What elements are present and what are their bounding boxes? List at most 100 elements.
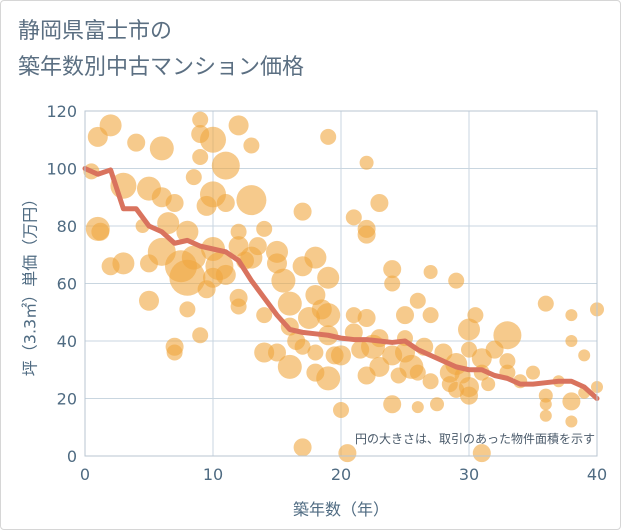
bubble-point bbox=[499, 353, 516, 370]
bubble-point bbox=[338, 444, 357, 463]
chart-title: 静岡県富士市の 築年数別中古マンション価格 bbox=[18, 14, 304, 86]
bubble-point bbox=[112, 252, 135, 275]
bubble-point bbox=[317, 266, 340, 289]
bubble-point bbox=[345, 209, 362, 226]
bubble-point bbox=[370, 194, 389, 212]
y-tick-label: 120 bbox=[46, 102, 77, 121]
bubble-point bbox=[460, 386, 478, 405]
trend-line bbox=[82, 166, 600, 401]
bubble-point bbox=[422, 373, 439, 390]
bubble-point bbox=[578, 349, 591, 362]
bubble-point bbox=[166, 344, 183, 361]
bubble-point bbox=[411, 401, 424, 414]
bubble-point bbox=[228, 115, 249, 136]
x-tick-label: 40 bbox=[587, 465, 607, 484]
bubble-point bbox=[256, 307, 273, 324]
bubble-point bbox=[165, 194, 184, 212]
bubble-point bbox=[267, 253, 287, 274]
bubble-point bbox=[230, 223, 247, 240]
y-tick-labels: 0 20 40 60 80 100 120 bbox=[46, 102, 77, 466]
x-tick-label: 10 bbox=[203, 465, 223, 484]
bubble-point bbox=[91, 222, 110, 241]
bubble-layer bbox=[83, 111, 604, 463]
bubble-size-note: 円の大きさは、取引のあった物件面積を示す bbox=[355, 431, 595, 446]
bubble-point bbox=[192, 111, 209, 128]
bubble-point bbox=[359, 155, 374, 170]
bubble-point bbox=[472, 444, 491, 463]
bubble-point bbox=[409, 292, 426, 309]
bubble-point bbox=[277, 354, 302, 379]
bubble-point bbox=[526, 365, 540, 380]
bubble-point bbox=[293, 202, 312, 221]
bubble-point bbox=[369, 356, 390, 377]
y-tick-label: 100 bbox=[46, 160, 77, 179]
bubble-point bbox=[185, 169, 202, 186]
bubble-point bbox=[448, 272, 465, 289]
bubble-point bbox=[320, 128, 337, 145]
title-line-2: 築年数別中古マンション価格 bbox=[18, 55, 305, 80]
bubble-point bbox=[537, 295, 554, 312]
title-line-1: 静岡県富士市の bbox=[18, 19, 173, 44]
bubble-point bbox=[149, 136, 174, 161]
bubble-point bbox=[256, 220, 273, 237]
bubble-point bbox=[139, 290, 159, 311]
y-tick-label: 80 bbox=[57, 217, 77, 236]
bubble-point bbox=[331, 345, 351, 366]
bubble-point bbox=[236, 185, 267, 216]
bubble-point bbox=[562, 392, 581, 411]
bubble-point bbox=[430, 397, 444, 412]
x-tick-label: 0 bbox=[80, 465, 90, 484]
bubble-point bbox=[211, 151, 240, 180]
bubble-point bbox=[423, 265, 438, 279]
bubble-point bbox=[192, 327, 209, 344]
bubble-point bbox=[357, 225, 376, 244]
bubble-point bbox=[157, 212, 180, 235]
y-tick-label: 0 bbox=[67, 447, 77, 466]
x-axis-label: 築年数（年） bbox=[293, 500, 389, 519]
bubble-point bbox=[216, 194, 235, 212]
bubble-point bbox=[467, 307, 484, 324]
bubble-point bbox=[99, 114, 122, 137]
bubble-point bbox=[565, 309, 578, 322]
bubble-point bbox=[230, 298, 247, 315]
bubble-point bbox=[215, 264, 236, 285]
y-axis-label: 坪（3.3㎡）単価（万円） bbox=[21, 191, 40, 376]
bubble-point bbox=[294, 338, 311, 355]
bubble-point bbox=[316, 366, 341, 391]
bubble-point bbox=[565, 335, 578, 347]
bubble-point bbox=[181, 245, 206, 270]
y-tick-label: 60 bbox=[57, 275, 77, 294]
y-tick-label: 20 bbox=[57, 390, 77, 409]
bubble-point bbox=[243, 137, 260, 154]
bubble-point bbox=[176, 220, 199, 243]
bubble-point bbox=[539, 409, 552, 422]
x-tick-label: 20 bbox=[331, 465, 351, 484]
y-tick-label: 40 bbox=[57, 332, 77, 351]
bubble-point bbox=[248, 237, 267, 256]
bubble-point bbox=[268, 343, 286, 362]
bubble-point bbox=[304, 246, 327, 269]
bubble-point bbox=[254, 342, 275, 363]
bubble-point bbox=[200, 126, 226, 153]
bubble-point bbox=[493, 321, 522, 350]
bubble-point bbox=[383, 260, 402, 279]
bubble-point bbox=[396, 306, 414, 325]
bubble-point bbox=[422, 307, 439, 324]
x-tick-label: 30 bbox=[459, 465, 479, 484]
bubble-point bbox=[192, 149, 209, 165]
bubble-point bbox=[481, 377, 496, 392]
x-tick-labels: 0 10 20 30 40 bbox=[80, 465, 607, 484]
plot-border bbox=[84, 110, 598, 457]
bubble-point bbox=[271, 268, 296, 293]
bubble-point bbox=[333, 402, 349, 418]
bubble-point bbox=[277, 291, 302, 316]
bubble-point bbox=[565, 415, 578, 428]
bubble-point bbox=[383, 395, 402, 414]
bubble-point bbox=[179, 301, 196, 318]
bubble-point bbox=[307, 344, 324, 361]
bubble-point bbox=[409, 364, 426, 381]
bubble-point bbox=[127, 133, 146, 152]
bubble-point bbox=[538, 388, 553, 403]
bubble-point bbox=[539, 398, 552, 411]
